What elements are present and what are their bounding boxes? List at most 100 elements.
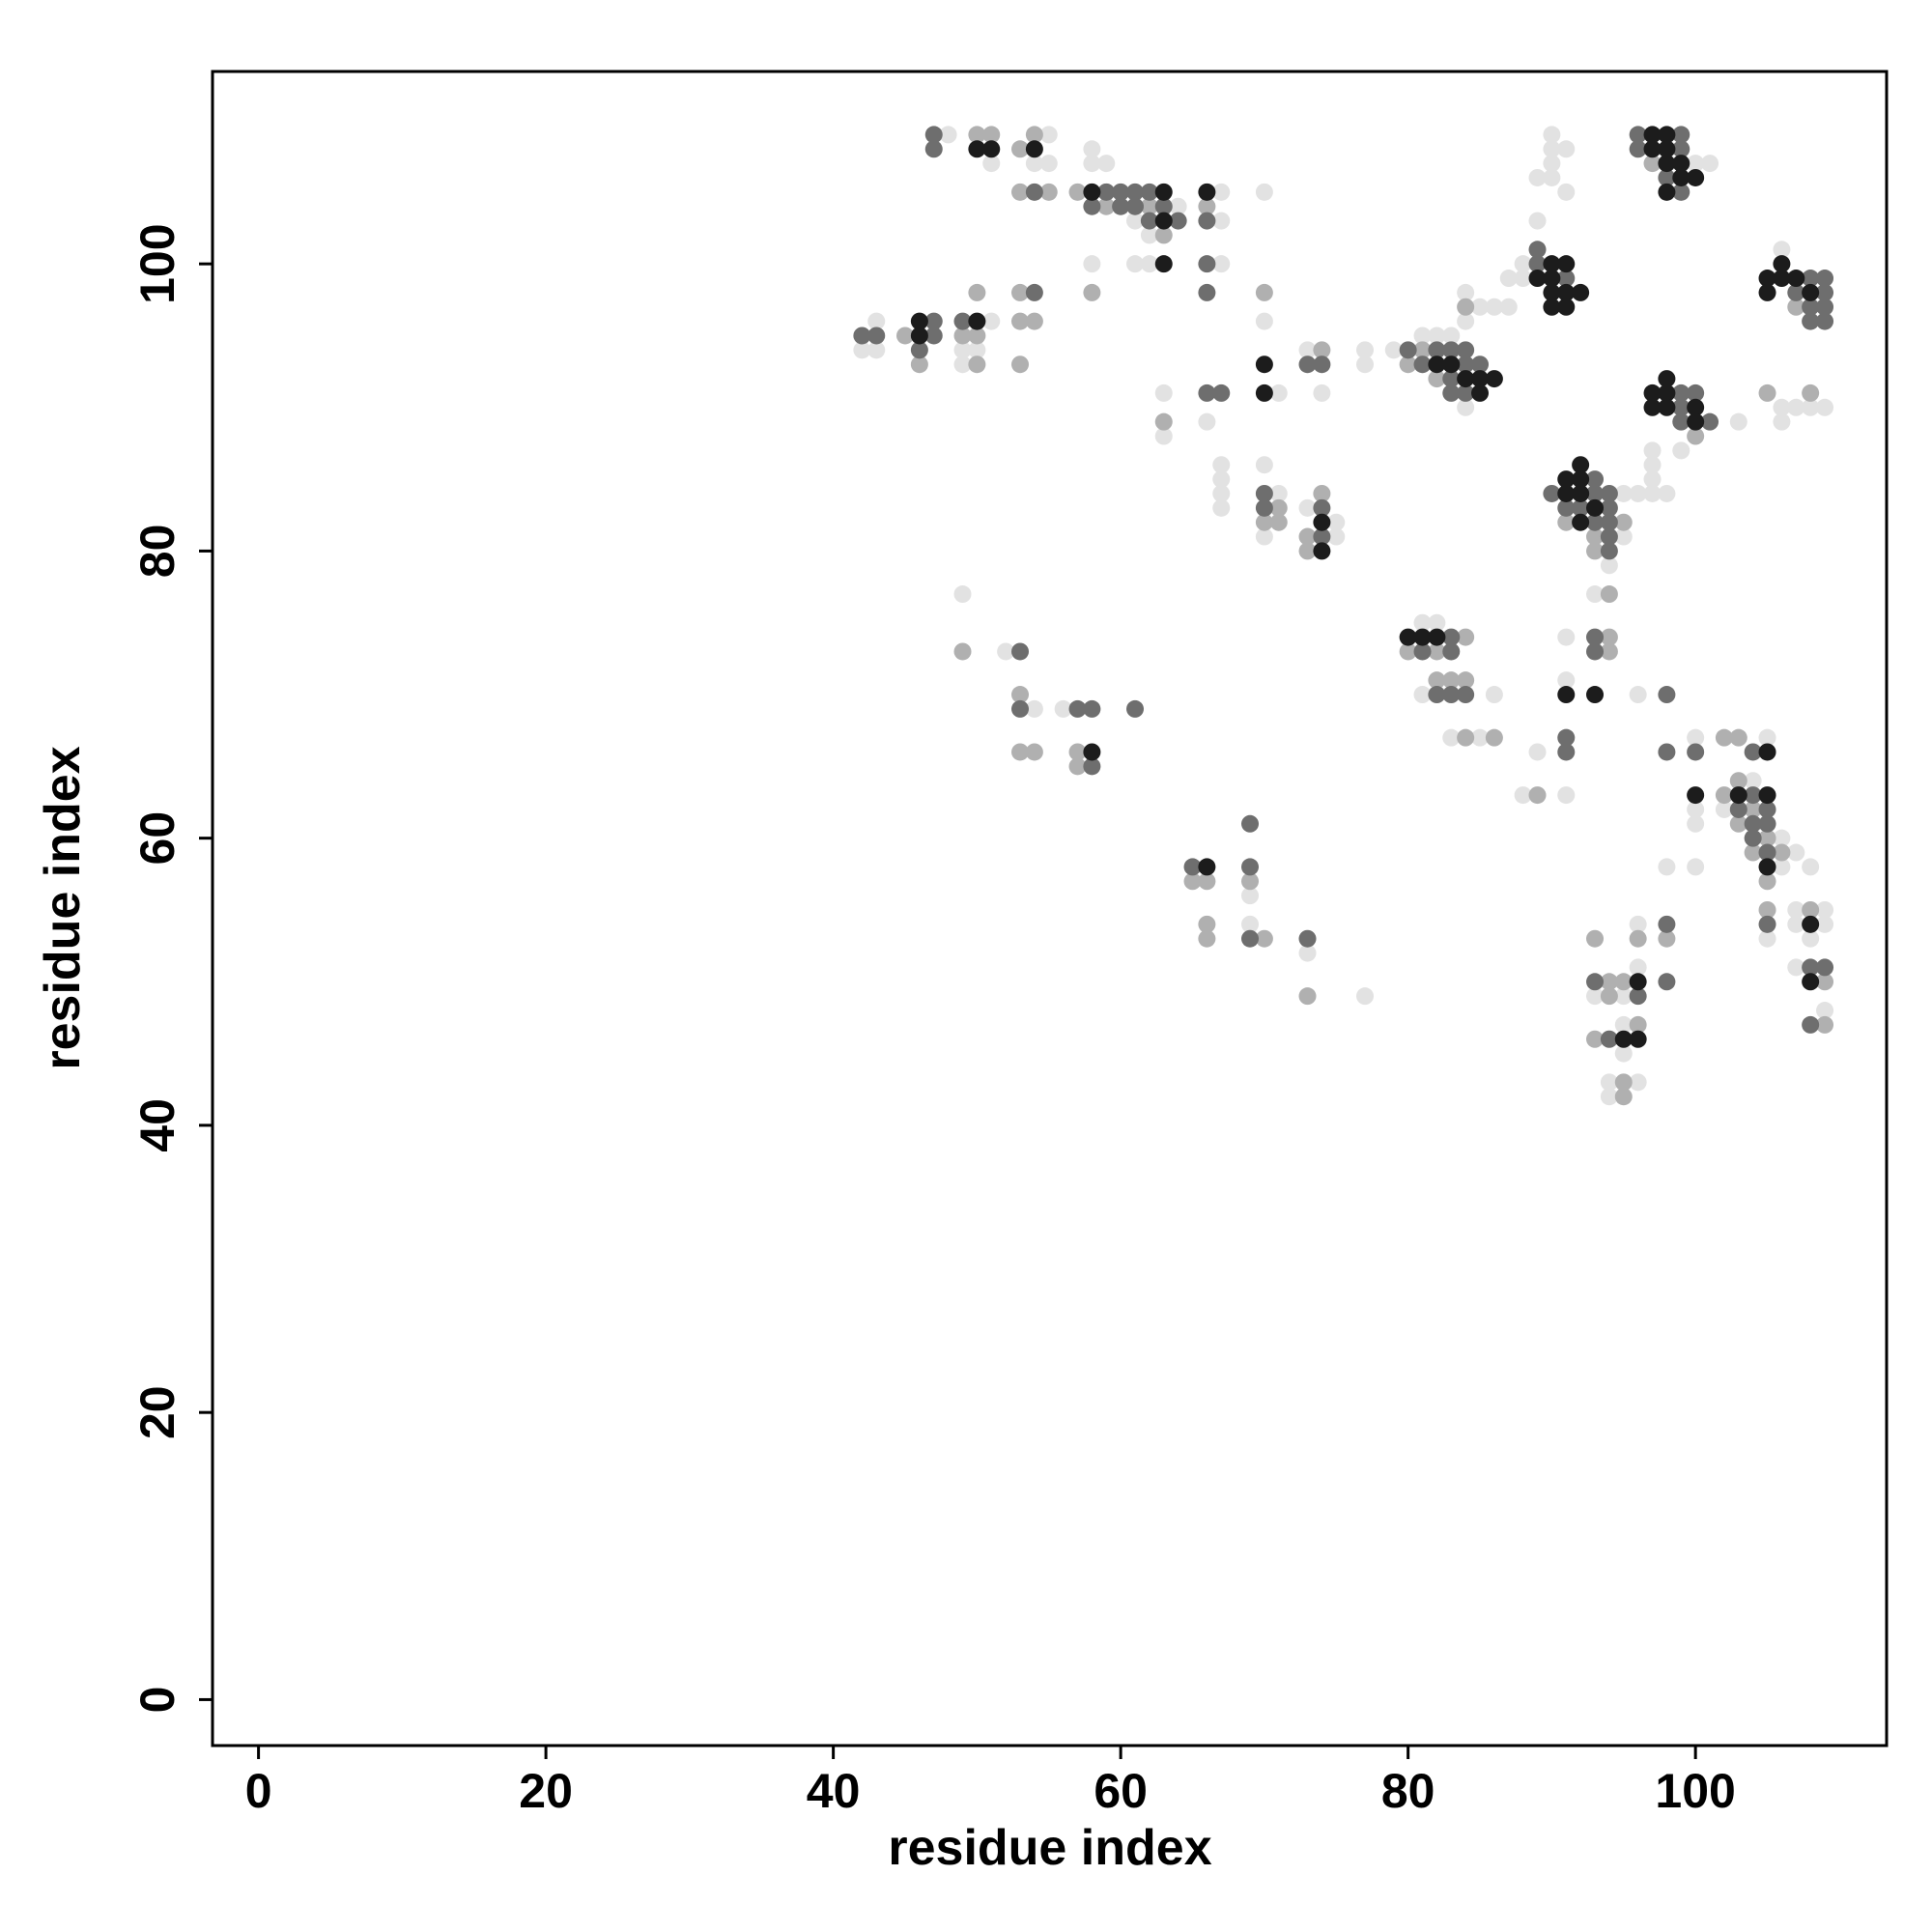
contact-point	[1787, 283, 1805, 301]
contact-point	[1025, 183, 1043, 201]
contact-point	[1687, 168, 1705, 186]
contact-point	[1485, 686, 1503, 704]
y-tick-label: 80	[130, 525, 185, 579]
contact-point	[1629, 929, 1647, 948]
contact-point	[1198, 283, 1216, 301]
contact-point	[1298, 929, 1317, 948]
contact-point	[910, 341, 928, 359]
contact-point	[867, 327, 886, 345]
contact-point	[1198, 384, 1216, 402]
contact-point	[1039, 155, 1058, 173]
contact-point	[1557, 183, 1576, 201]
contact-point	[1600, 1073, 1618, 1092]
contact-point	[1097, 183, 1116, 201]
contact-point	[1629, 973, 1647, 991]
contact-point	[1629, 1030, 1647, 1048]
contact-point	[1198, 929, 1216, 948]
contact-point	[1773, 829, 1791, 847]
contact-point	[1241, 929, 1260, 948]
contact-point	[1255, 355, 1273, 374]
contact-point	[1126, 183, 1145, 201]
contact-point	[1643, 456, 1662, 474]
contact-point	[1658, 973, 1676, 991]
contact-point	[853, 341, 871, 359]
contact-point	[1557, 140, 1576, 158]
contact-point	[1600, 628, 1618, 646]
contact-point	[1212, 484, 1231, 502]
contact-point	[1126, 255, 1145, 273]
contact-point	[953, 642, 972, 661]
contact-point	[968, 355, 986, 374]
contact-point	[1457, 686, 1475, 704]
contact-point	[1729, 814, 1747, 833]
contact-point	[1629, 915, 1647, 933]
contact-point	[1198, 872, 1216, 891]
contact-point	[1687, 384, 1705, 402]
contact-point	[1802, 958, 1820, 977]
contact-point	[1169, 197, 1187, 215]
contact-point	[1255, 527, 1273, 546]
contact-point	[1586, 686, 1605, 704]
contact-point	[1198, 212, 1216, 230]
contact-point	[924, 140, 943, 158]
plot-frame	[211, 70, 1889, 1747]
contact-point	[1687, 398, 1705, 416]
contact-point	[1039, 126, 1058, 144]
contact-point	[1744, 786, 1762, 805]
contact-point	[1154, 427, 1173, 445]
contact-point	[1758, 786, 1776, 805]
contact-point	[1083, 140, 1101, 158]
contact-point	[1658, 126, 1676, 144]
contact-point	[1313, 484, 1331, 502]
contact-point	[982, 155, 1001, 173]
contact-point	[1629, 1015, 1647, 1034]
contact-point	[1140, 183, 1158, 201]
y-axis-label: residue index	[35, 746, 91, 1069]
contact-point	[867, 341, 886, 359]
contact-point	[1126, 197, 1145, 215]
contact-point	[1787, 843, 1805, 862]
contact-point	[1816, 973, 1834, 991]
contact-point	[1816, 312, 1834, 330]
contact-point	[1269, 498, 1288, 517]
contact-point	[1629, 484, 1647, 502]
contact-point	[953, 327, 972, 345]
contact-point	[1428, 613, 1446, 632]
contact-point	[1816, 298, 1834, 316]
contact-point	[1643, 484, 1662, 502]
contact-point	[1744, 843, 1762, 862]
contact-point	[1600, 498, 1618, 517]
contact-point	[1600, 1088, 1618, 1106]
contact-point	[1083, 183, 1101, 201]
contact-point	[1600, 1030, 1618, 1048]
contact-point	[1586, 1030, 1605, 1048]
contact-point	[968, 312, 986, 330]
contact-point	[1457, 355, 1475, 374]
contact-point	[1658, 155, 1676, 173]
contact-point	[1198, 183, 1216, 201]
contact-point	[1528, 241, 1547, 259]
contact-point	[1154, 384, 1173, 402]
contact-point	[1097, 197, 1116, 215]
contact-point	[867, 312, 886, 330]
contact-point	[1715, 800, 1733, 818]
contact-point	[1457, 384, 1475, 402]
contact-point	[1658, 484, 1676, 502]
contact-point	[910, 355, 928, 374]
contact-point	[1687, 155, 1705, 173]
contact-point	[968, 327, 986, 345]
contact-point	[1212, 470, 1231, 489]
contact-point	[1586, 527, 1605, 546]
contact-point	[1543, 140, 1561, 158]
y-tick-label: 0	[130, 1687, 185, 1714]
contact-point	[1557, 498, 1576, 517]
contact-point	[1715, 786, 1733, 805]
contact-point	[1241, 915, 1260, 933]
contact-point	[1528, 168, 1547, 186]
contact-point	[1255, 929, 1273, 948]
contact-point	[1154, 212, 1173, 230]
contact-point	[1011, 140, 1030, 158]
contact-point	[1687, 728, 1705, 747]
contact-point	[1499, 270, 1518, 288]
contact-point	[1255, 384, 1273, 402]
